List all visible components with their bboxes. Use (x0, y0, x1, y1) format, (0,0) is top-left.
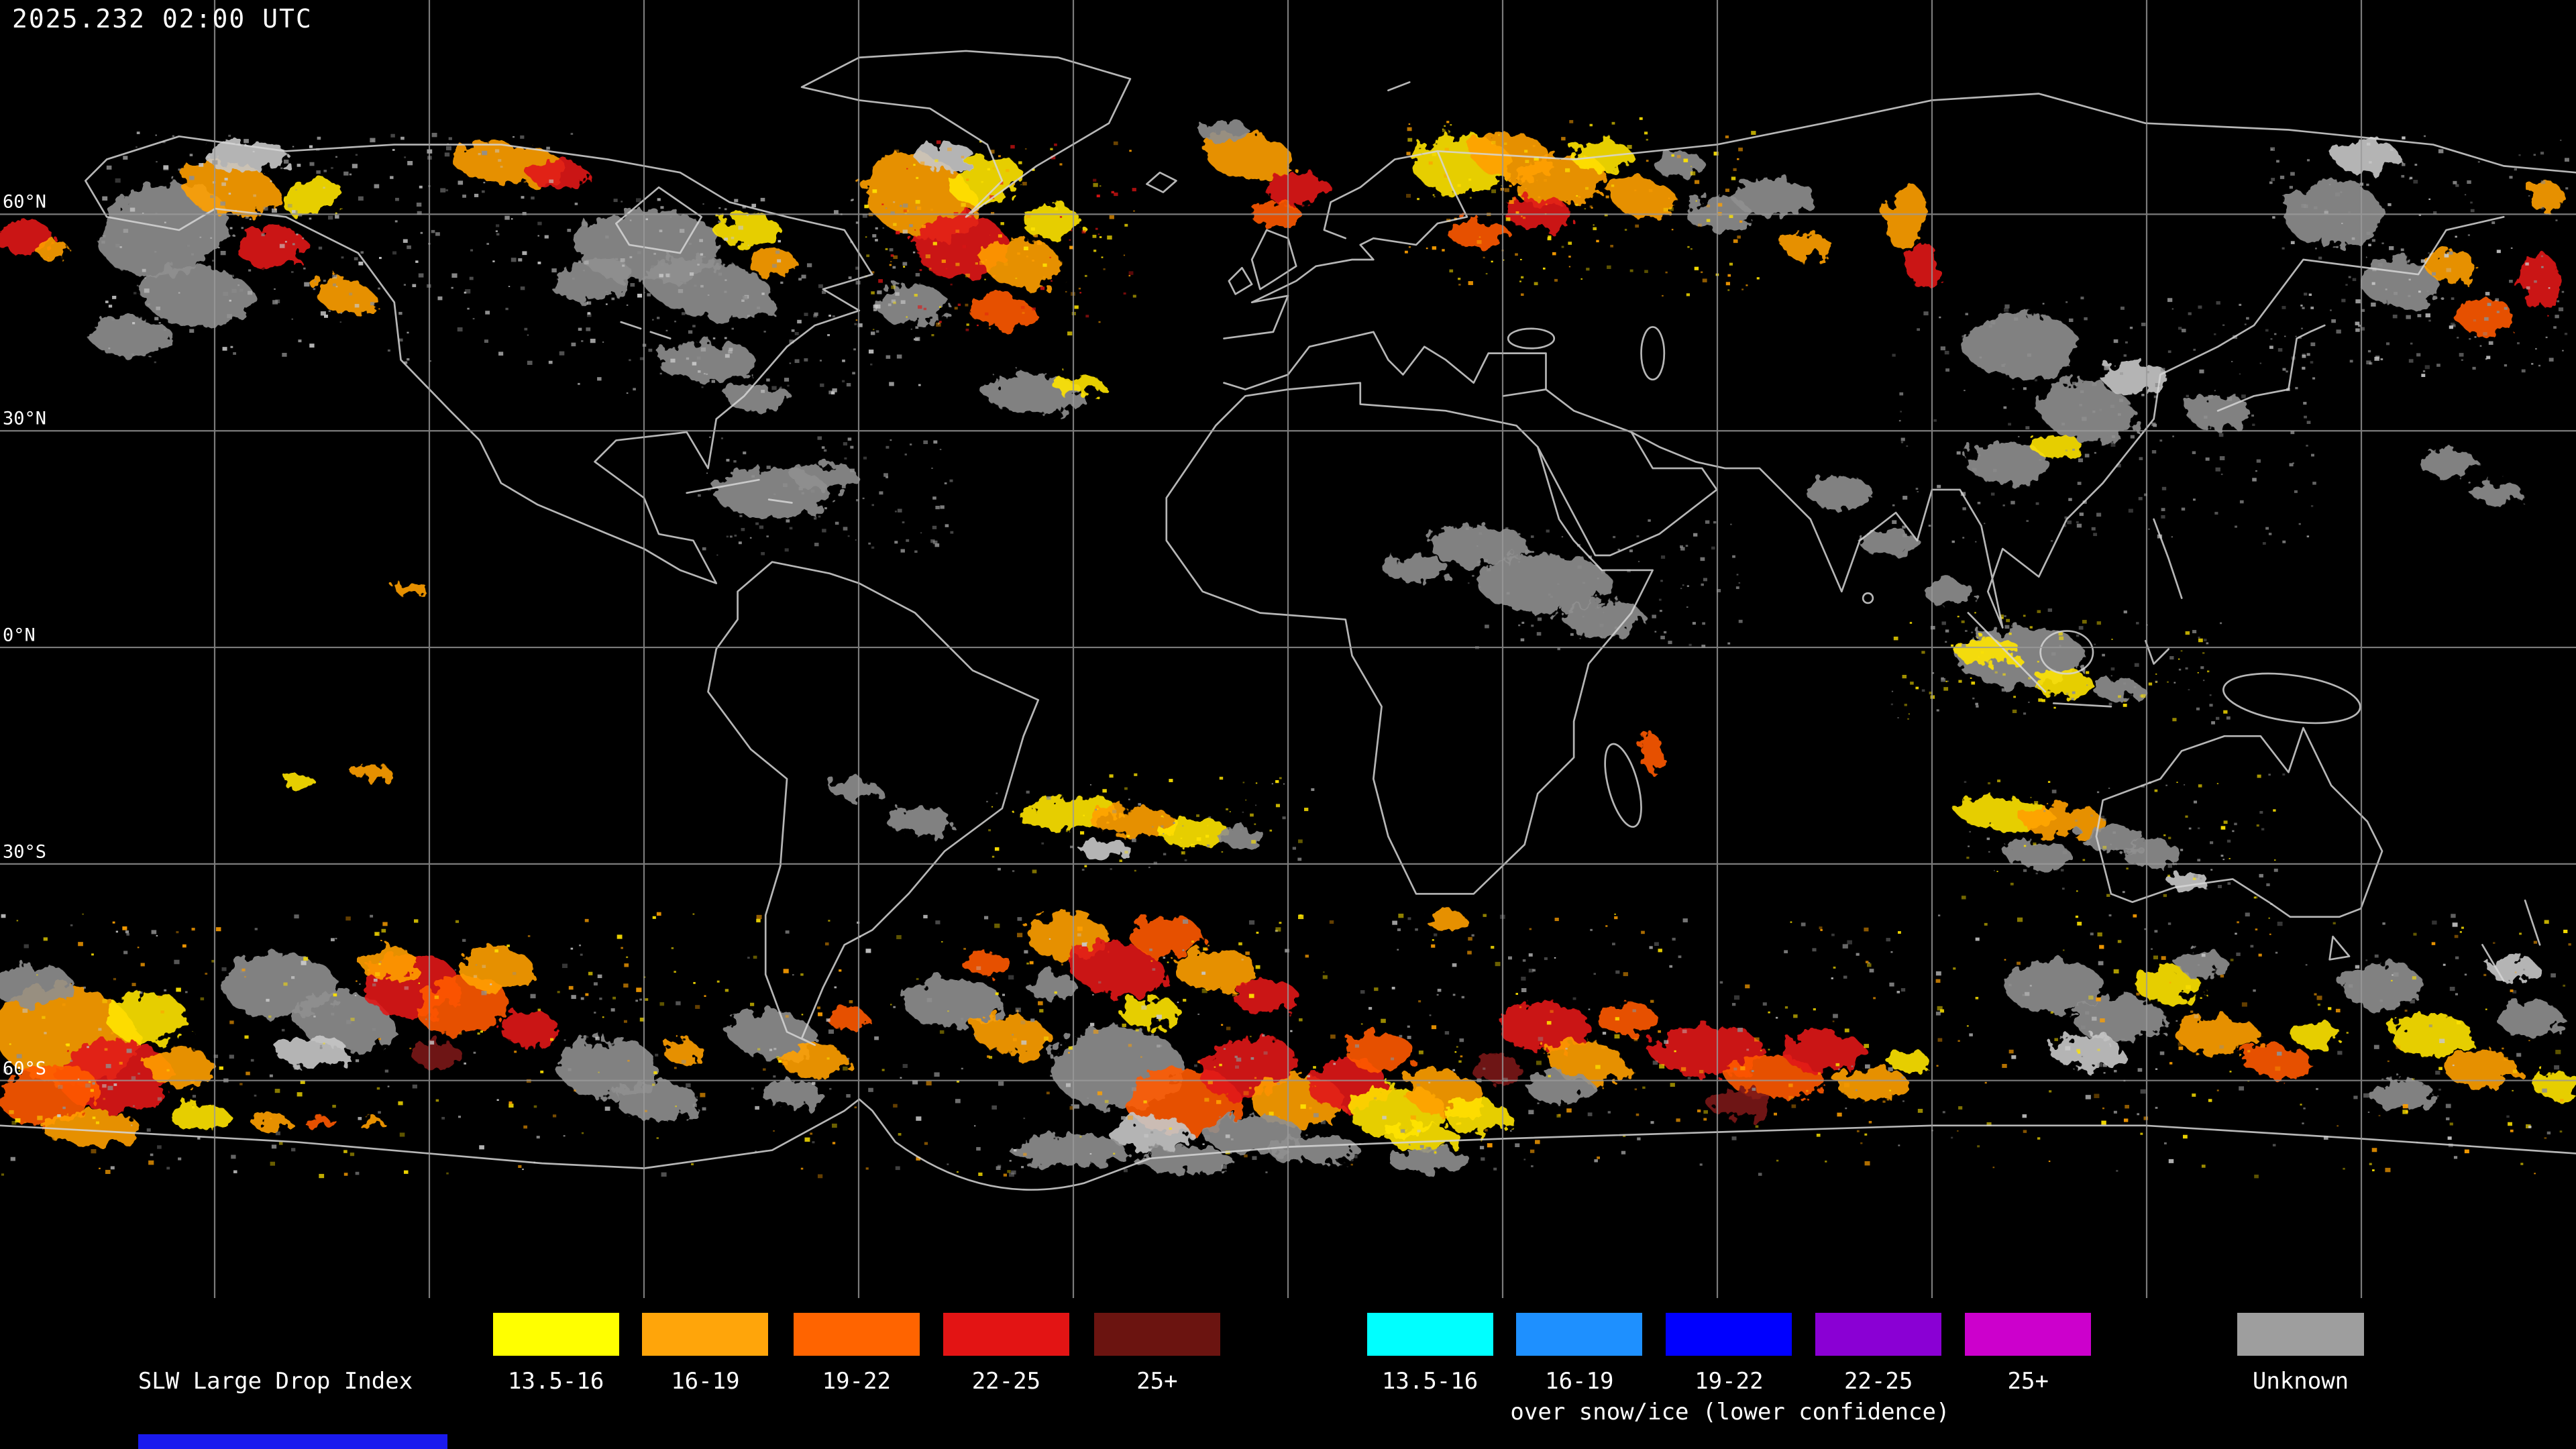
legend-swatch-snowice-4 (1815, 1313, 1942, 1356)
coast-caspian-sea (1640, 326, 1666, 381)
graticule-grid (0, 0, 2576, 1298)
legend-label-snowice-3: 19-22 (1695, 1368, 1764, 1395)
coast-sri-lanka (1862, 592, 1874, 604)
legend-snowice-caption: over snow/ice (lower confidence) (1510, 1399, 1950, 1426)
coast-antarctica (0, 1098, 2576, 1191)
coast-europe-north (1223, 150, 1468, 339)
cloud-speckles (1, 117, 2571, 1179)
coastlines (0, 50, 2576, 1191)
legend-swatch-snowice-5 (1965, 1313, 2092, 1356)
coast-new-guinea (2222, 672, 2361, 724)
coast-madagascar (1604, 743, 1642, 828)
coast-cuba (686, 478, 793, 504)
world-map-panel: 2025.232 02:00 UTC 60°N 30°N 0°N 30°S 60… (0, 0, 2576, 1298)
legend-swatch-unknown (2237, 1313, 2364, 1356)
coast-japan (2216, 324, 2326, 412)
slw-data-patches (0, 119, 2576, 1173)
legend-label-snowice-2: 16-19 (1545, 1368, 1614, 1395)
world-map (0, 0, 2576, 1298)
coast-tasmania (2328, 935, 2351, 961)
legend-label-snowice-1: 13.5-16 (1381, 1368, 1479, 1395)
legend-label-standard-3: 19-22 (822, 1368, 891, 1395)
coast-iceland (1146, 171, 1177, 193)
legend-label-standard-5: 25+ (1136, 1368, 1178, 1395)
coast-africa (1165, 382, 1654, 895)
coast-mediterranean (1223, 331, 1547, 397)
coast-asia-arctic (1436, 93, 2576, 174)
coast-sulawesi (2145, 639, 2169, 665)
coast-ireland (1228, 266, 1253, 295)
lat-label-60n: 60°N (3, 191, 47, 213)
legend-title: SLW Large Drop Index (138, 1368, 413, 1395)
coast-new-zealand (2481, 899, 2541, 982)
coast-south-america (707, 561, 1040, 1046)
timestamp-label: 2025.232 02:00 UTC (12, 4, 313, 34)
legend-swatch-standard-2 (642, 1313, 769, 1356)
lat-label-60s: 60°S (3, 1058, 47, 1079)
legend-swatch-standard-5 (1093, 1313, 1220, 1356)
lat-label-30s: 30°S (3, 841, 47, 863)
coast-asia-pacific (1545, 215, 2505, 629)
coast-hudson-bay (615, 186, 703, 254)
legend-label-snowice-5: 25+ (2007, 1368, 2049, 1395)
legend-swatch-snowice-2 (1516, 1313, 1643, 1356)
legend-swatch-standard-3 (793, 1313, 920, 1356)
legend-label-standard-2: 16-19 (671, 1368, 740, 1395)
coast-sumatra (1967, 612, 2047, 693)
legend-label-standard-4: 22-25 (971, 1368, 1041, 1395)
legend-swatch-snowice-3 (1666, 1313, 1792, 1356)
legend-label-snowice-4: 22-25 (1843, 1368, 1913, 1395)
coast-black-sea (1507, 327, 1556, 350)
coast-java (2052, 702, 2112, 708)
legend-label-standard-1: 13.5-16 (508, 1368, 604, 1395)
coast-arabia (1536, 431, 1718, 557)
legend-label-unknown: Unknown (2252, 1368, 2349, 1395)
coast-philippines (2153, 518, 2183, 599)
bottom-blue-bar (138, 1434, 447, 1449)
lat-label-30n: 30°N (3, 408, 47, 429)
coast-north-america (85, 135, 873, 584)
legend-swatch-standard-1 (492, 1313, 619, 1356)
coast-borneo (2039, 630, 2094, 675)
legend-swatch-snowice-1 (1366, 1313, 1493, 1356)
coast-svalbard (1387, 81, 1411, 92)
legend-swatch-standard-4 (943, 1313, 1069, 1356)
lat-label-0n: 0°N (3, 625, 36, 646)
coast-australia (2095, 727, 2383, 918)
legend-bar: SLW Large Drop Index 13.5-16 16-19 19-22… (0, 1298, 2576, 1449)
coast-great-lakes (620, 321, 672, 339)
